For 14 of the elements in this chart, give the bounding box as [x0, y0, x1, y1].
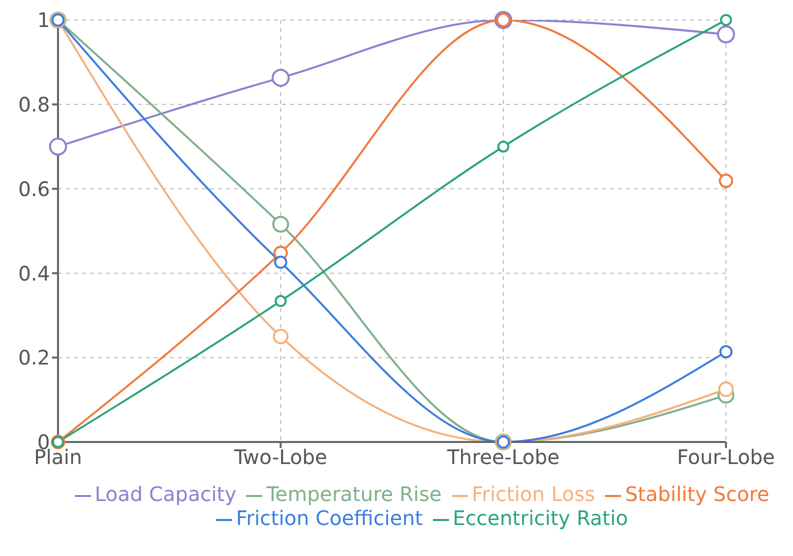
- y-tick-label: 1: [37, 8, 50, 32]
- y-tick-label: 0.6: [18, 176, 50, 201]
- y-tick-label: 0.8: [18, 92, 50, 116]
- x-tick-label: Four-Lobe: [677, 445, 775, 470]
- legend-label: Eccentricity Ratio: [452, 506, 628, 530]
- legend-label: Load Capacity: [94, 482, 236, 506]
- legend-label: Temperature Rise: [266, 482, 442, 506]
- legend-label: Friction Coefficient: [236, 506, 423, 530]
- legend-label: Friction Loss: [472, 482, 596, 506]
- legend-label: Stability Score: [625, 482, 770, 506]
- y-tick-label: 0.4: [18, 261, 50, 286]
- x-tick-label: Two-Lobe: [233, 445, 328, 470]
- x-tick-label: Three-Lobe: [446, 445, 560, 470]
- y-tick-label: 0.2: [18, 346, 50, 370]
